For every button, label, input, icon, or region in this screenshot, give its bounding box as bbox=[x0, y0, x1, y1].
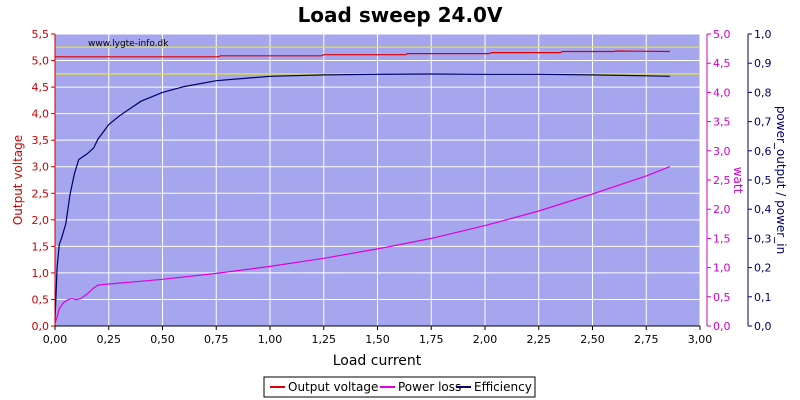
grid bbox=[54, 33, 701, 327]
x-tick-label: 0,75 bbox=[204, 333, 229, 346]
y-right1-tick-label: 1,5 bbox=[713, 232, 731, 245]
x-tick-label: 1,75 bbox=[419, 333, 444, 346]
x-tick-label: 2,50 bbox=[580, 333, 605, 346]
series-line-power-loss bbox=[54, 166, 671, 324]
y-right2-tick-label: 0,8 bbox=[754, 86, 772, 99]
y-right1-tick-label: 3,5 bbox=[713, 116, 731, 129]
x-tick-label: 0,00 bbox=[43, 333, 68, 346]
y-right1-tick-label: 3,0 bbox=[713, 145, 731, 158]
y-right2-tick-label: 0,2 bbox=[754, 262, 772, 275]
y-left-tick-label: 1,0 bbox=[32, 267, 50, 280]
y-right2-tick-label: 0,1 bbox=[754, 291, 772, 304]
y-left-tick-label: 4,5 bbox=[32, 81, 50, 94]
y-right1-tick-label: 5,0 bbox=[713, 28, 731, 41]
y-right2-tick-label: 0,4 bbox=[754, 203, 772, 216]
y-right1-tick-label: 4,5 bbox=[713, 57, 731, 70]
y-left-tick-label: 3,5 bbox=[32, 134, 50, 147]
legend-label: Power loss bbox=[398, 380, 461, 394]
series-group bbox=[54, 50, 671, 324]
x-tick-label: 1,00 bbox=[258, 333, 283, 346]
legend-label: Efficiency bbox=[474, 380, 532, 394]
y-axis-right1-label: watt bbox=[731, 167, 745, 194]
y-right1-tick-label: 4,0 bbox=[713, 86, 731, 99]
series-line-efficiency bbox=[54, 73, 670, 321]
x-axis-label: Load current bbox=[333, 353, 422, 369]
y-left-tick-label: 1,5 bbox=[32, 240, 50, 253]
y-right2-tick-label: 0,6 bbox=[754, 145, 772, 158]
y-left-tick-label: 5,0 bbox=[32, 55, 50, 68]
y-right1-tick-label: 0,5 bbox=[713, 291, 731, 304]
y-left-tick-label: 0,5 bbox=[32, 293, 50, 306]
y-right1-tick-label: 2,5 bbox=[713, 174, 731, 187]
y-right2-tick-label: 0,3 bbox=[754, 232, 772, 245]
x-tick-label: 2,25 bbox=[527, 333, 552, 346]
x-tick-label: 0,50 bbox=[150, 333, 175, 346]
x-tick-label: 0,25 bbox=[97, 333, 122, 346]
legend: Output voltage Power loss Efficiency bbox=[263, 376, 536, 398]
y-right2-tick-label: 0,9 bbox=[754, 57, 772, 70]
y-left-tick-label: 4,0 bbox=[32, 108, 50, 121]
y-left-tick-label: 3,0 bbox=[32, 161, 50, 174]
legend-box bbox=[263, 376, 536, 398]
x-tick-label: 1,50 bbox=[365, 333, 390, 346]
x-tick-label: 2,00 bbox=[473, 333, 498, 346]
x-tick-label: 1,25 bbox=[312, 333, 337, 346]
y-right1-tick-label: 2,0 bbox=[713, 203, 731, 216]
y-right2-tick-label: 0,7 bbox=[754, 116, 772, 129]
y-right1-tick-label: 1,0 bbox=[713, 262, 731, 275]
y-left-tick-label: 2,5 bbox=[32, 187, 50, 200]
chart-title: Load sweep 24.0V bbox=[298, 3, 503, 27]
y-left-tick-label: 2,0 bbox=[32, 214, 50, 227]
series-line-output-voltage bbox=[55, 50, 670, 58]
y-axis-right2-label: power_output / power_in bbox=[774, 106, 788, 254]
axes: 0,00 0,25 0,50 0,75 1,00 1,25 1,50 1,75 2,00 2,25… bbox=[32, 28, 772, 346]
y-right1-tick-label: 0,0 bbox=[713, 320, 731, 333]
y-right2-tick-label: 0,0 bbox=[754, 320, 772, 333]
y-right2-tick-label: 0,5 bbox=[754, 174, 772, 187]
y-left-tick-label: 0,0 bbox=[32, 320, 50, 333]
y-right2-tick-label: 1,0 bbox=[754, 28, 772, 41]
y-axis-left-label: Output voltage bbox=[11, 135, 25, 225]
x-tick-label: 3,00 bbox=[688, 333, 713, 346]
x-tick-label: 2,75 bbox=[634, 333, 659, 346]
legend-label: Output voltage bbox=[288, 380, 378, 394]
watermark: www.lygte-info.dk bbox=[88, 39, 169, 49]
y-left-tick-label: 5,5 bbox=[32, 28, 50, 41]
